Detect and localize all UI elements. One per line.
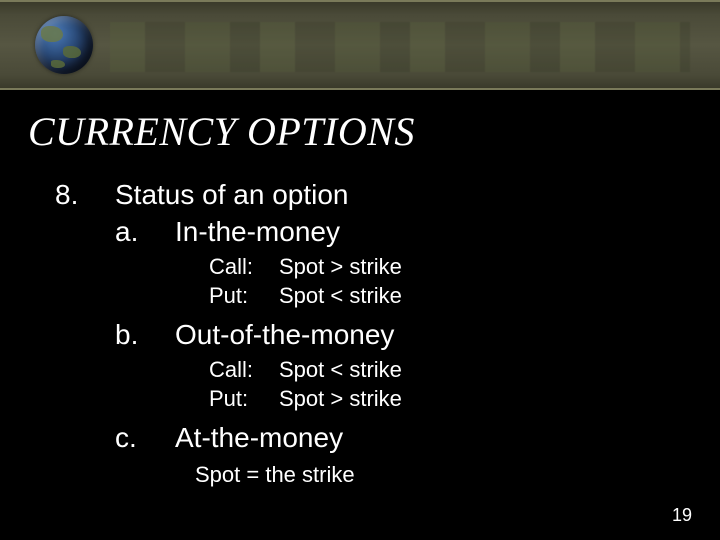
put-label: Put: xyxy=(209,282,279,311)
item-heading: Status of an option xyxy=(115,177,680,213)
subitem-letter: c. xyxy=(115,419,175,457)
subitem-label: Out-of-the-money xyxy=(175,316,394,354)
subitem-a-details: Call: Spot > strike Put: Spot < strike xyxy=(115,253,680,310)
call-condition: Spot > strike xyxy=(279,253,402,282)
slide-title: CURRENCY OPTIONS xyxy=(0,90,720,165)
subitem-b-details: Call: Spot < strike Put: Spot > strike xyxy=(115,356,680,413)
subitem-c: c. At-the-money xyxy=(115,419,680,457)
globe-icon xyxy=(35,16,93,74)
slide-content: 8. Status of an option a. In-the-money C… xyxy=(0,165,720,490)
header-band xyxy=(0,0,720,90)
subitem-a: a. In-the-money xyxy=(115,213,680,251)
world-map-strip xyxy=(110,22,690,72)
subitem-letter: a. xyxy=(115,213,175,251)
list-item: 8. Status of an option a. In-the-money C… xyxy=(55,177,680,490)
subitem-letter: b. xyxy=(115,316,175,354)
item-number: 8. xyxy=(55,177,115,490)
put-label: Put: xyxy=(209,385,279,414)
subitem-b: b. Out-of-the-money xyxy=(115,316,680,354)
call-condition: Spot < strike xyxy=(279,356,402,385)
put-condition: Spot > strike xyxy=(279,385,402,414)
subitem-label: At-the-money xyxy=(175,419,343,457)
subitem-label: In-the-money xyxy=(175,213,340,251)
call-label: Call: xyxy=(209,253,279,282)
subitem-c-condition: Spot = the strike xyxy=(115,461,680,490)
page-number: 19 xyxy=(672,505,692,526)
call-label: Call: xyxy=(209,356,279,385)
put-condition: Spot < strike xyxy=(279,282,402,311)
